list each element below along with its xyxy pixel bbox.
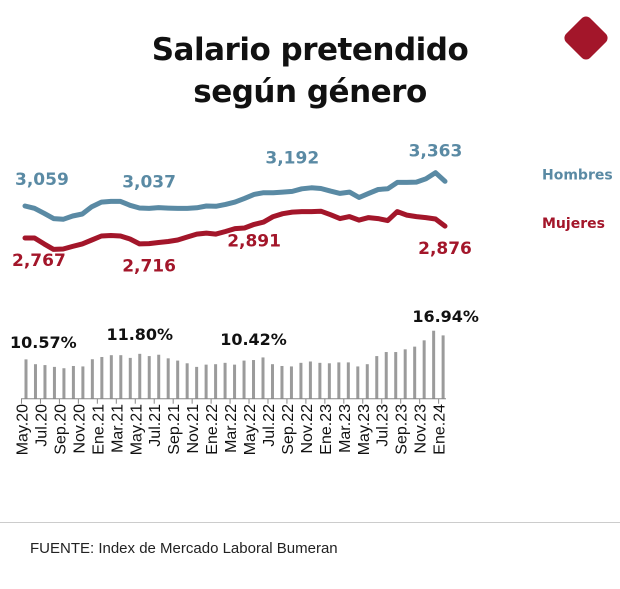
bar bbox=[214, 364, 218, 399]
bar bbox=[308, 361, 312, 399]
x-tick-label: Sep.20 bbox=[52, 404, 69, 455]
bar bbox=[289, 366, 293, 399]
bar bbox=[166, 358, 170, 399]
x-tick-label: Nov.21 bbox=[185, 404, 202, 454]
divider bbox=[0, 522, 620, 523]
title-line-1: Salario pretendido bbox=[151, 32, 469, 68]
bar bbox=[204, 364, 208, 399]
bar bbox=[90, 359, 94, 399]
bar bbox=[33, 364, 37, 399]
bar bbox=[157, 354, 161, 399]
bar bbox=[270, 364, 274, 399]
x-tick-label: Sep.23 bbox=[394, 404, 411, 455]
bar bbox=[233, 364, 237, 399]
line-mujeres bbox=[22, 208, 448, 252]
x-tick-label: Nov.20 bbox=[71, 404, 88, 454]
chart: 3,059 3,037 3,192 3,363 Hombres 2,767 2,716 2,8… bbox=[10, 142, 613, 456]
x-tick-label: Mar.23 bbox=[337, 404, 354, 453]
bar bbox=[403, 349, 407, 399]
x-tick-label: May.23 bbox=[356, 404, 373, 455]
bar bbox=[24, 359, 28, 399]
x-tick-label: May.22 bbox=[242, 404, 259, 455]
bar bbox=[365, 364, 369, 399]
bar-data-label: 16.94% bbox=[412, 307, 479, 326]
bar bbox=[147, 356, 151, 399]
bar bbox=[242, 360, 246, 399]
x-tick-label: Sep.22 bbox=[280, 404, 297, 455]
x-tick-label: May.20 bbox=[15, 404, 32, 455]
bar bbox=[327, 363, 331, 399]
bar bbox=[62, 368, 66, 399]
bar bbox=[223, 362, 227, 399]
bar-data-label: 10.57% bbox=[10, 333, 77, 352]
x-tick-label: Ene.21 bbox=[90, 404, 107, 455]
data-label: 2,716 bbox=[122, 257, 176, 277]
line-hombres bbox=[22, 170, 448, 222]
bar bbox=[299, 362, 303, 399]
x-tick-label: Ene.23 bbox=[318, 404, 335, 455]
x-tick-label: Ene.22 bbox=[204, 404, 221, 455]
x-tick-label: Ene.24 bbox=[432, 404, 449, 455]
bar bbox=[43, 365, 47, 399]
bar bbox=[394, 352, 398, 399]
x-tick-label: Jul.23 bbox=[375, 404, 392, 447]
bar bbox=[346, 362, 350, 399]
bar bbox=[109, 355, 113, 399]
x-tick-label: Nov.23 bbox=[413, 404, 430, 454]
data-label: 2,891 bbox=[227, 231, 281, 251]
x-tick-label: Sep.21 bbox=[166, 404, 183, 455]
x-tick-label: Mar.22 bbox=[223, 404, 240, 453]
bar bbox=[185, 363, 189, 399]
bar bbox=[280, 365, 284, 399]
data-label: 2,876 bbox=[418, 239, 472, 259]
title-line-2: según género bbox=[193, 74, 427, 110]
bar bbox=[119, 355, 123, 399]
bar-data-label: 11.80% bbox=[106, 325, 173, 344]
x-tick-label: Nov.22 bbox=[299, 404, 316, 454]
bar bbox=[128, 357, 132, 399]
bar bbox=[384, 352, 388, 399]
bar bbox=[71, 365, 75, 399]
bar bbox=[337, 362, 341, 399]
data-label: 3,059 bbox=[15, 170, 69, 190]
x-tick-label: Mar.21 bbox=[109, 404, 126, 453]
bar bbox=[422, 340, 426, 399]
bar bbox=[261, 357, 265, 399]
legend-label-mujeres: Mujeres bbox=[542, 216, 605, 232]
bar bbox=[356, 366, 360, 399]
data-label: 3,037 bbox=[122, 172, 176, 192]
bar bbox=[318, 362, 322, 399]
bar bbox=[413, 346, 417, 399]
bar bbox=[432, 330, 436, 399]
bar bbox=[100, 356, 104, 399]
x-tick-label: Jul.21 bbox=[147, 404, 164, 447]
source-note: FUENTE: Index de Mercado Laboral Bumeran bbox=[30, 540, 338, 557]
x-tick-label: Jul.20 bbox=[33, 404, 50, 447]
bar bbox=[375, 356, 379, 399]
bar bbox=[52, 366, 56, 399]
data-label: 2,767 bbox=[12, 251, 66, 271]
bar bbox=[252, 360, 256, 399]
bar bbox=[138, 353, 142, 399]
data-label: 3,363 bbox=[409, 142, 463, 162]
bar bbox=[195, 366, 199, 399]
data-label: 3,192 bbox=[265, 148, 319, 168]
bar bbox=[176, 360, 180, 399]
bar bbox=[81, 366, 85, 399]
legend-label-hombres: Hombres bbox=[542, 167, 613, 183]
x-tick-label: May.21 bbox=[128, 404, 145, 455]
bar-data-label: 10.42% bbox=[220, 330, 287, 349]
bar bbox=[441, 335, 445, 399]
x-tick-label: Jul.22 bbox=[261, 404, 278, 447]
